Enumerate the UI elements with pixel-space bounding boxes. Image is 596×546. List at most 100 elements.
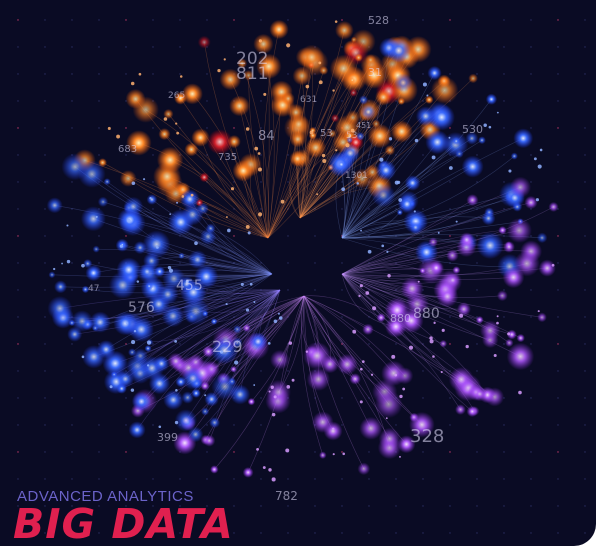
grid-dot — [503, 316, 505, 318]
grid-dot — [503, 19, 505, 21]
data-node — [548, 201, 559, 212]
data-node — [181, 367, 205, 390]
data-node — [390, 120, 413, 143]
grid-dot — [44, 235, 46, 237]
sparkle — [175, 389, 178, 392]
grid-dot — [368, 397, 370, 399]
data-node — [71, 310, 93, 332]
grid-dot — [233, 478, 235, 480]
connection-line — [248, 75, 269, 239]
sparkle — [169, 213, 172, 216]
sparkle — [448, 166, 453, 170]
sparkle — [455, 220, 458, 223]
data-node — [232, 324, 242, 334]
number-label: 328 — [410, 426, 444, 447]
grid-dot — [152, 46, 154, 48]
grid-dot — [71, 289, 73, 291]
connection-line — [138, 142, 269, 239]
grid-dot — [395, 262, 397, 264]
grid-dot — [503, 424, 505, 426]
sparkle — [174, 339, 178, 343]
connection-line — [85, 273, 273, 294]
number-label: 229 — [212, 337, 243, 356]
grid-dot — [449, 235, 451, 237]
sparkle — [225, 216, 228, 218]
data-node — [210, 465, 219, 474]
data-node — [430, 76, 459, 104]
data-node — [81, 285, 90, 294]
grid-dot — [314, 478, 316, 480]
data-node — [153, 355, 170, 372]
sparkle — [130, 388, 135, 392]
data-node — [116, 257, 142, 283]
grid-dot — [44, 370, 46, 372]
grid-dot — [422, 181, 424, 183]
data-node — [371, 119, 381, 129]
data-node — [503, 241, 515, 253]
grid-dot — [584, 289, 586, 291]
grid-dot — [152, 424, 154, 426]
grid-dot — [314, 532, 316, 534]
connection-line — [303, 295, 365, 469]
grid-dot — [44, 181, 46, 183]
sparkle — [437, 231, 440, 234]
sparkle — [508, 169, 512, 173]
connection-line — [341, 153, 460, 239]
sparkle — [360, 229, 362, 232]
grid-dot — [287, 154, 289, 156]
grid-dot — [125, 532, 127, 534]
grid-dot — [503, 478, 505, 480]
number-label: 53 — [320, 128, 333, 139]
data-node — [82, 345, 106, 369]
connection-line — [341, 197, 515, 239]
sparkle — [234, 360, 239, 365]
grid-dot — [179, 478, 181, 480]
number-label: 530 — [462, 123, 483, 136]
grid-dot — [44, 127, 46, 129]
grid-dot — [557, 289, 559, 291]
sparkle — [194, 241, 198, 246]
data-node — [455, 149, 464, 159]
grid-dot — [341, 19, 343, 21]
connection-line — [341, 273, 446, 291]
grid-dot — [44, 316, 46, 318]
grid-dot — [584, 370, 586, 372]
connection-line — [180, 98, 269, 239]
grid-dot — [584, 424, 586, 426]
grid-dot — [530, 19, 532, 21]
data-node — [80, 206, 106, 232]
grid-dot — [557, 100, 559, 102]
grid-dot — [71, 181, 73, 183]
grid-dot — [584, 100, 586, 102]
data-node — [194, 264, 219, 289]
grid-dot — [368, 154, 370, 156]
grid-dot — [125, 505, 127, 507]
grid-dot — [341, 397, 343, 399]
grid-dot — [422, 154, 424, 156]
grid-dot — [449, 532, 451, 534]
data-node — [242, 323, 251, 333]
grid-dot — [368, 505, 370, 507]
grid-dot — [179, 505, 181, 507]
data-node — [299, 44, 325, 70]
grid-dot — [44, 478, 46, 480]
grid-dot — [395, 343, 397, 345]
sparkle — [277, 312, 280, 315]
sparkle — [387, 274, 391, 278]
data-node — [199, 172, 210, 183]
grid-dot — [260, 397, 262, 399]
connection-line — [251, 295, 305, 402]
connection-line — [341, 196, 510, 239]
connection-line — [192, 214, 273, 275]
grid-dot — [584, 181, 586, 183]
data-node — [242, 467, 254, 478]
sparkle — [179, 75, 183, 78]
grid-dot — [125, 343, 127, 345]
data-node — [357, 462, 371, 476]
data-node — [340, 143, 361, 164]
grid-dot — [17, 127, 19, 129]
sparkle — [133, 329, 137, 333]
data-node — [97, 196, 109, 208]
grid-dot — [503, 451, 505, 453]
data-node — [537, 312, 547, 323]
